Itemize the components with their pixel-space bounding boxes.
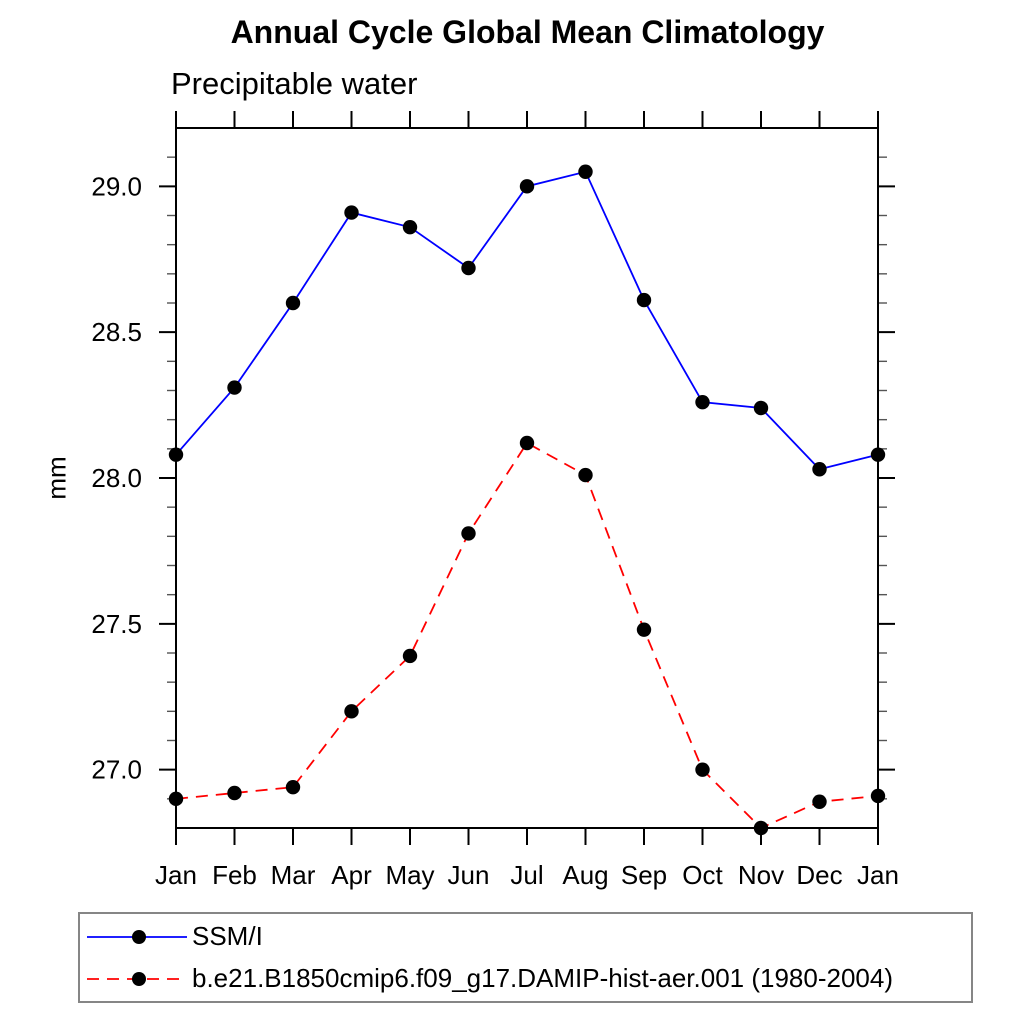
x-tick-label: Nov [738,860,784,890]
legend-item-model: b.e21.B1850cmip6.f09_g17.DAMIP-hist-aer.… [80,958,971,1000]
data-point-0 [285,295,301,311]
y-tick-label: 27.0 [91,755,142,785]
x-tick-label: Jun [448,860,490,890]
plot-frame [175,127,879,829]
data-point-1 [753,820,769,836]
data-point-1 [344,704,359,719]
data-point-0 [695,394,710,410]
y-tick-label: 28.5 [91,317,142,347]
x-tick-label: May [385,860,434,890]
data-point-0 [519,179,535,194]
data-point-0 [578,164,593,179]
data-point-0 [344,205,359,220]
series-line-0 [175,170,879,471]
legend: SSM/I b.e21.B1850cmip6.f09_g17.DAMIP-his… [78,912,973,1003]
x-tick-label: Dec [796,860,842,890]
legend-key-model-icon [87,971,187,986]
legend-label-ssmi: SSM/I [192,921,263,951]
x-tick-label: Jul [510,860,543,890]
y-tick-label: 27.5 [91,609,142,639]
data-point-0 [461,260,476,276]
data-point-1 [870,788,886,804]
legend-key-marker [132,971,146,986]
data-point-0 [870,447,886,462]
data-point-1 [695,762,710,777]
y-tick-label: 29.0 [91,171,142,201]
data-point-1 [402,648,418,664]
x-tick-label: Jan [155,860,197,890]
x-tick-label: Mar [271,860,316,890]
x-tick-label: Oct [682,860,723,890]
data-point-1 [519,435,535,451]
data-point-1 [812,794,827,809]
legend-label-model: b.e21.B1850cmip6.f09_g17.DAMIP-hist-aer.… [192,963,893,993]
legend-key-ssmi-icon [87,929,187,944]
data-point-0 [168,447,184,462]
data-point-1 [578,467,593,483]
y-tick-label: 28.0 [91,463,142,493]
data-point-1 [285,779,301,795]
data-point-1 [636,622,652,637]
data-point-1 [168,791,184,807]
legend-key-marker [132,929,146,944]
data-point-0 [753,400,769,416]
x-tick-label: Jan [857,860,899,890]
data-point-0 [636,292,652,308]
x-tick-label: Aug [562,860,608,890]
chart-subtitle: Precipitable water [171,66,418,101]
legend-item-ssmi: SSM/I [80,916,971,958]
series-line-1 [175,441,879,830]
data-point-0 [402,219,418,235]
data-point-0 [227,380,242,395]
x-tick-label: Apr [331,860,372,890]
data-point-1 [227,785,242,801]
x-tick-label: Sep [621,860,667,890]
data-point-0 [812,462,827,477]
x-tick-label: Feb [212,860,257,890]
chart-title: Annual Cycle Global Mean Climatology [230,14,825,50]
data-point-1 [461,526,476,541]
